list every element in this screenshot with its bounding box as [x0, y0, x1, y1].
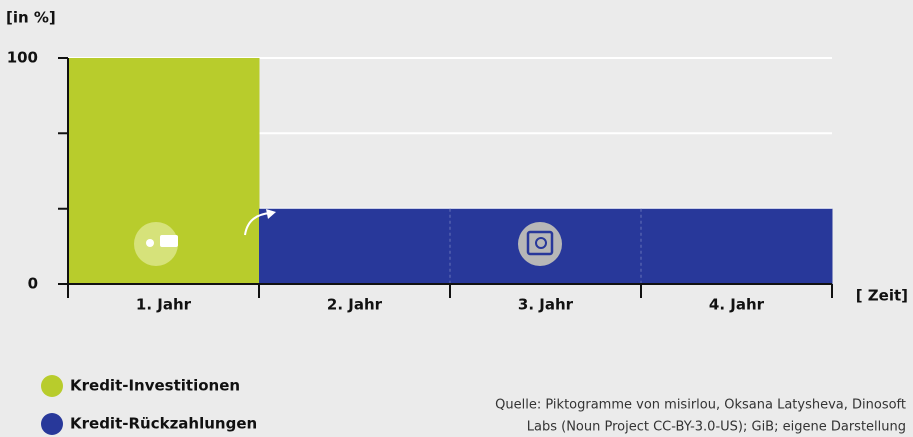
- arrow-head: [266, 209, 276, 219]
- invest-icon: [134, 222, 178, 266]
- axes: 0 100 1. Jahr 2. Jahr 3. Jahr 4. Jahr: [7, 49, 833, 314]
- x-tick-label: 3. Jahr: [518, 296, 574, 314]
- icons: [134, 209, 562, 266]
- legend-label: Kredit-Rückzahlungen: [70, 415, 257, 433]
- safe-dial: [535, 237, 547, 249]
- source-line: Labs (Noun Project CC-BY-3.0-US); GiB; e…: [527, 420, 906, 435]
- bar: [259, 208, 451, 284]
- x-axis-label: [ Zeit]: [856, 287, 908, 305]
- x-tick-label: 1. Jahr: [136, 296, 192, 314]
- arrow: [244, 212, 271, 236]
- bar: [641, 208, 833, 284]
- legend-swatch: [41, 375, 63, 397]
- y-tick-label: 0: [28, 275, 38, 293]
- source-line: Quelle: Piktogramme von misirlou, Oksana…: [495, 398, 906, 413]
- person-icon: [146, 239, 154, 247]
- safe-icon: [526, 230, 554, 256]
- repay-icon: [518, 222, 562, 266]
- x-tick-label: 4. Jahr: [709, 296, 765, 314]
- legend-swatch: [41, 413, 63, 435]
- bars: [68, 58, 833, 284]
- legend-label: Kredit-Investitionen: [70, 377, 240, 395]
- x-tick-label: 2. Jahr: [327, 296, 383, 314]
- y-tick-label: 100: [7, 49, 38, 67]
- card-icon: [160, 235, 178, 247]
- y-axis-label: [in %]: [6, 9, 56, 27]
- source: Quelle: Piktogramme von misirlou, Oksana…: [495, 398, 906, 435]
- legend: Kredit-Investitionen Kredit-Rückzahlungen: [41, 375, 257, 435]
